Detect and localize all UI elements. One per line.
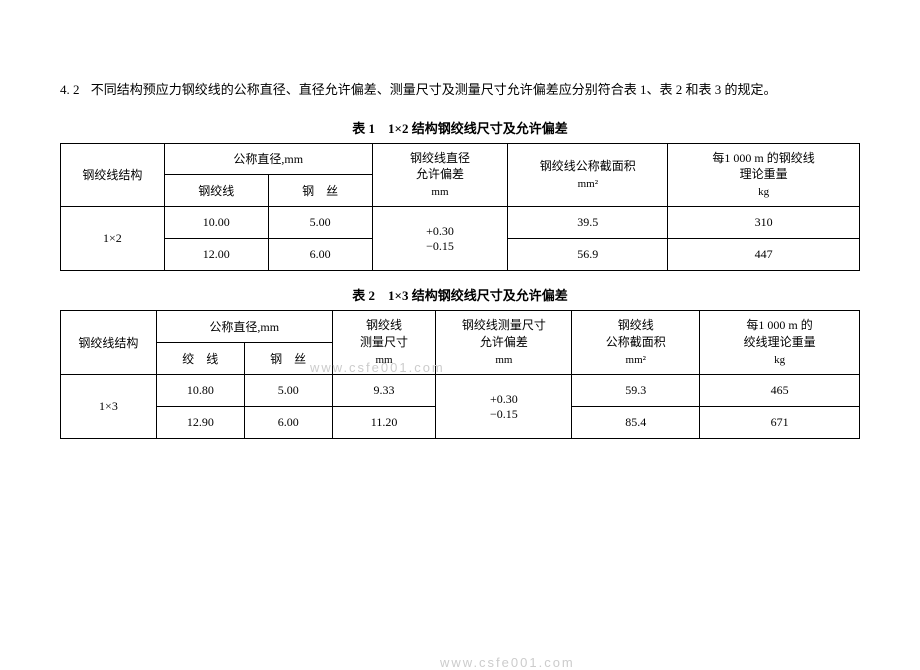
t2-r1-wire: 6.00 (244, 407, 332, 439)
t2-r1-strand: 12.90 (156, 407, 244, 439)
t1-h-strand: 钢绞线 (198, 184, 234, 198)
t1-r0-strand: 10.00 (164, 207, 268, 239)
t1-h-area-unit: mm² (578, 178, 598, 190)
t2-h-area-unit: mm² (626, 354, 646, 366)
t1-h-structure: 钢绞线结构 (82, 168, 142, 182)
t2-h-wire: 钢 丝 (270, 352, 306, 366)
t1-r0-weight: 310 (668, 207, 860, 239)
watermark-text: www.csfe001.com (440, 655, 575, 670)
t2-r0-weight: 465 (700, 375, 860, 407)
table1: 钢绞线结构 公称直径,mm 钢绞线直径 允许偏差 mm 钢绞线公称截面积 mm²… (60, 143, 860, 272)
t1-r0-area: 39.5 (508, 207, 668, 239)
t1-tolerance: +0.30 −0.15 (372, 207, 508, 271)
t1-h-wt-unit: kg (758, 186, 769, 198)
t2-h-meas-unit: mm (375, 354, 392, 366)
t2-r0-strand: 10.80 (156, 375, 244, 407)
t1-h-tol-sub: 允许偏差 (416, 167, 464, 181)
t2-h-structure: 钢绞线结构 (78, 336, 138, 350)
t2-h-meas-sub: 测量尺寸 (360, 335, 408, 349)
intro-text: 不同结构预应力钢绞线的公称直径、直径允许偏差、测量尺寸及测量尺寸允许偏差应分别符… (91, 82, 777, 97)
table2-title: 表 2 1×3 结构钢绞线尺寸及允许偏差 (60, 285, 860, 304)
t2-r0-measure: 9.33 (332, 375, 436, 407)
t1-structure: 1×2 (61, 207, 165, 271)
t2-structure: 1×3 (61, 375, 157, 439)
t1-h-area-top: 钢绞线公称截面积 (540, 159, 636, 173)
table2-wrap: www.csfe001.com 钢绞线结构 公称直径,mm 钢绞线 测量尺寸 m… (60, 310, 860, 439)
t2-r0-area: 59.3 (572, 375, 700, 407)
table-row: 1×2 10.00 5.00 +0.30 −0.15 39.5 310 (61, 207, 860, 239)
t1-r1-wire: 6.00 (268, 239, 372, 271)
t2-r1-weight: 671 (700, 407, 860, 439)
document-content: 4. 2 不同结构预应力钢绞线的公称直径、直径允许偏差、测量尺寸及测量尺寸允许偏… (0, 0, 920, 439)
t1-h-wire: 钢 丝 (302, 184, 338, 198)
t2-h-area-sub: 公称截面积 (606, 335, 666, 349)
t2-r1-area: 85.4 (572, 407, 700, 439)
t2-h-wt-top: 每1 000 m 的 (746, 318, 812, 332)
t2-h-wt-sub: 绞线理论重量 (744, 335, 816, 349)
t2-tolerance: +0.30 −0.15 (436, 375, 572, 439)
intro-paragraph: 4. 2 不同结构预应力钢绞线的公称直径、直径允许偏差、测量尺寸及测量尺寸允许偏… (60, 80, 860, 100)
t2-h-tol-top: 钢绞线测量尺寸 (462, 318, 546, 332)
t2-h-wt-unit: kg (774, 354, 785, 366)
t1-h-tol-top: 钢绞线直径 (410, 151, 470, 165)
t1-r1-weight: 447 (668, 239, 860, 271)
t1-h-wt-sub: 理论重量 (740, 167, 788, 181)
t2-h-area-top: 钢绞线 (618, 318, 654, 332)
table1-title: 表 1 1×2 结构钢绞线尺寸及允许偏差 (60, 118, 860, 137)
t1-r0-wire: 5.00 (268, 207, 372, 239)
t2-h-nominal: 公称直径,mm (209, 320, 279, 334)
t1-r1-area: 56.9 (508, 239, 668, 271)
table2: 钢绞线结构 公称直径,mm 钢绞线 测量尺寸 mm 钢绞线测量尺寸 允许偏差 m… (60, 310, 860, 439)
t1-r1-strand: 12.00 (164, 239, 268, 271)
table-row: 1×3 10.80 5.00 9.33 +0.30 −0.15 59.3 465 (61, 375, 860, 407)
t2-h-meas-top: 钢绞线 (366, 318, 402, 332)
t1-h-tol-unit: mm (431, 186, 448, 198)
t2-h-tol-sub: 允许偏差 (480, 335, 528, 349)
table1-wrap: www.csfe001.com 钢绞线结构 公称直径,mm 钢绞线直径 允许偏差… (60, 143, 860, 272)
section-number: 4. 2 (60, 80, 80, 100)
t2-h-tol-unit: mm (495, 354, 512, 366)
t2-h-strand: 绞 线 (182, 352, 218, 366)
t1-h-nominal: 公称直径,mm (233, 152, 303, 166)
t2-r0-wire: 5.00 (244, 375, 332, 407)
t1-h-wt-top: 每1 000 m 的钢绞线 (712, 151, 814, 165)
t2-r1-measure: 11.20 (332, 407, 436, 439)
